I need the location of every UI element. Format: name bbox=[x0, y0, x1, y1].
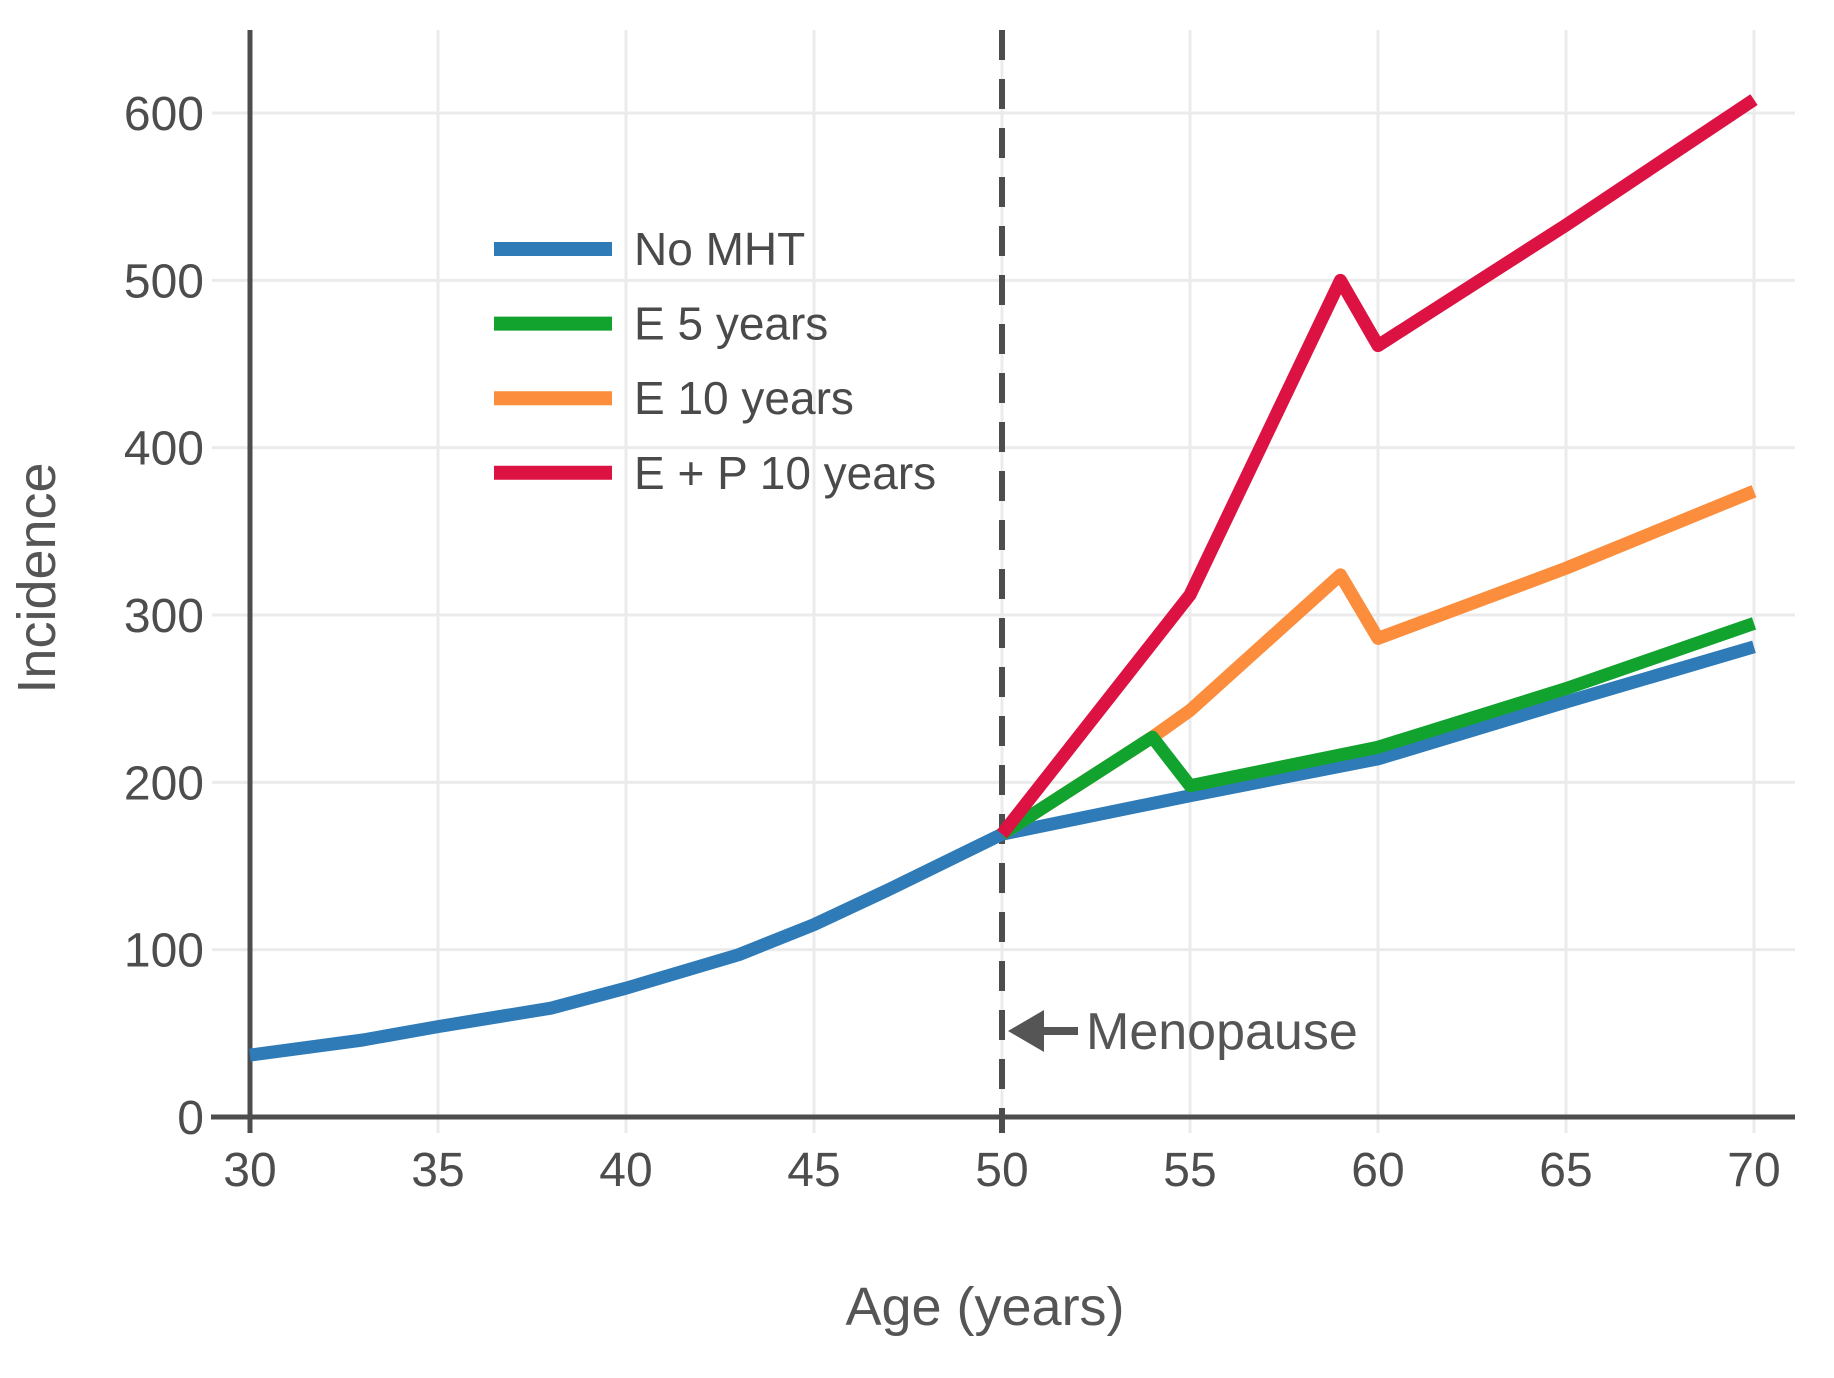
legend-item-e-p-10-years: E + P 10 years bbox=[494, 447, 936, 499]
x-tick-label-30: 30 bbox=[223, 1144, 276, 1197]
x-tick-label-35: 35 bbox=[411, 1144, 464, 1197]
tick-labels: 30 35 40 45 50 55 60 65 70 0 100 200 300 400 500 600 bbox=[124, 88, 1781, 1197]
axes bbox=[211, 30, 1795, 1133]
y-axis-title: Incidence bbox=[7, 462, 67, 693]
x-tick-label-50: 50 bbox=[975, 1144, 1028, 1197]
legend: No MHT E 5 years E 10 years E + P 10 years bbox=[494, 223, 936, 499]
x-axis-title: Age (years) bbox=[845, 1277, 1124, 1337]
data-series bbox=[249, 94, 1758, 1062]
legend-item-e-10-years: E 10 years bbox=[494, 372, 854, 424]
x-tick-label-55: 55 bbox=[1163, 1144, 1216, 1197]
legend-label: E 10 years bbox=[634, 372, 854, 424]
series-line-e-5-years bbox=[998, 617, 1757, 840]
y-tick-label-200: 200 bbox=[124, 757, 204, 810]
legend-item-e-5-years: E 5 years bbox=[494, 298, 828, 350]
x-tick-label-40: 40 bbox=[599, 1144, 652, 1197]
series-line-e-p-10-years bbox=[996, 94, 1758, 839]
y-tick-label-0: 0 bbox=[177, 1092, 204, 1145]
y-tick-label-100: 100 bbox=[124, 925, 204, 978]
x-tick-label-60: 60 bbox=[1351, 1144, 1404, 1197]
x-tick-label-65: 65 bbox=[1539, 1144, 1592, 1197]
menopause-annotation: Menopause bbox=[1008, 1003, 1358, 1061]
x-tick-label-70: 70 bbox=[1727, 1144, 1780, 1197]
series-line-no-mht bbox=[249, 640, 1756, 1062]
y-tick-label-600: 600 bbox=[124, 88, 204, 141]
legend-label: E 5 years bbox=[634, 298, 828, 350]
y-tick-label-300: 300 bbox=[124, 590, 204, 643]
y-tick-label-400: 400 bbox=[124, 423, 204, 476]
menopause-arrow-head bbox=[1008, 1010, 1044, 1052]
x-tick-label-45: 45 bbox=[787, 1144, 840, 1197]
legend-label: E + P 10 years bbox=[634, 447, 936, 499]
legend-label: No MHT bbox=[634, 223, 805, 275]
menopause-annotation-text: Menopause bbox=[1086, 1003, 1358, 1061]
y-tick-label-500: 500 bbox=[124, 255, 204, 308]
legend-item-no-mht: No MHT bbox=[494, 223, 805, 275]
